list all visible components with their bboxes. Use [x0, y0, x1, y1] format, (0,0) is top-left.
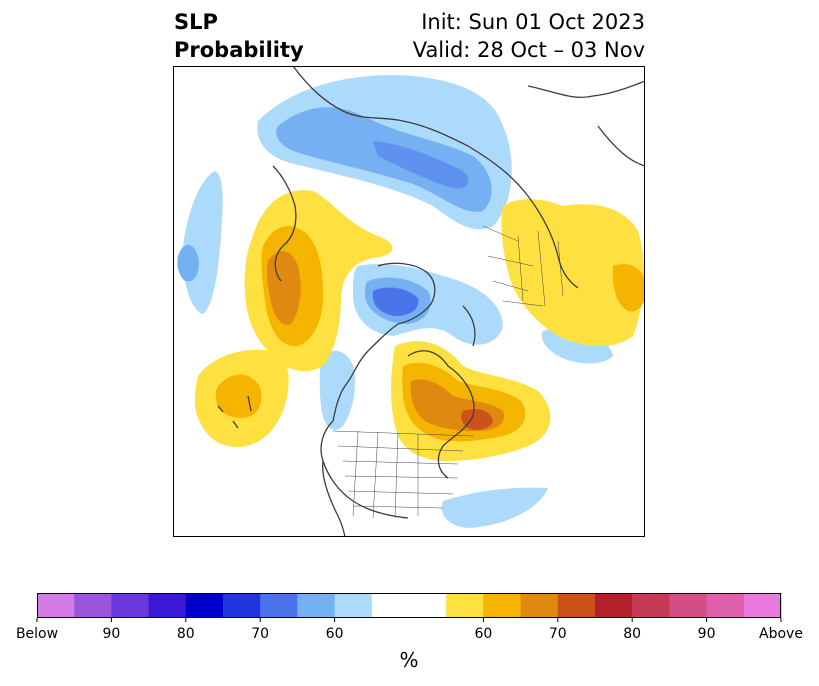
colorbar-segment: [409, 593, 447, 618]
colorbar-segment: [483, 593, 522, 618]
colorbar-segment: [446, 593, 484, 618]
colorbar-segment: [520, 593, 559, 618]
title-line-1: SLP: [174, 10, 218, 34]
colorbar-border: [37, 593, 781, 618]
colorbar-segment: [632, 593, 670, 618]
colorbar-tick-label: 90: [102, 626, 121, 642]
chart-title: SLP Probability: [174, 8, 304, 64]
colorbar-tick-label: 70: [548, 626, 567, 642]
colorbar-tick-label: 70: [251, 626, 270, 642]
colorbar-segment: [260, 593, 298, 618]
colorbar-segment: [111, 593, 150, 618]
colorbar-tick-label: 90: [697, 626, 716, 642]
colorbar-segment: [74, 593, 112, 618]
colorbar-tick-label: 60: [474, 626, 493, 642]
colorbar-segment: [706, 593, 745, 618]
coastlines-and-borders: [217, 66, 645, 537]
colorbar-segment: [148, 593, 187, 618]
probability-map: [173, 66, 645, 537]
state-borders: [332, 225, 564, 519]
colorbar-segment: [371, 593, 410, 618]
title-line-2: Probability: [174, 38, 304, 62]
init-date: Init: Sun 01 Oct 2023: [421, 10, 645, 34]
colorbar-segment: [595, 593, 633, 618]
colorbar-segment: [185, 593, 224, 618]
colorbar-segment: [223, 593, 261, 618]
colorbar-tick-label: 60: [325, 626, 344, 642]
colorbar-segment: [743, 593, 782, 618]
colorbar-segment: [334, 593, 373, 618]
colorbar-segment: [669, 593, 708, 618]
colorbar-tick-label: 80: [176, 626, 195, 642]
colorbar-tick-label: 80: [623, 626, 642, 642]
colorbar-segment: [297, 593, 336, 618]
colorbar-label: %: [399, 648, 419, 672]
forecast-dates: Init: Sun 01 Oct 2023 Valid: 28 Oct – 03…: [413, 8, 645, 64]
colorbar-segment: [37, 593, 75, 618]
below-normal-shading: [177, 75, 613, 528]
colorbar-segment: [557, 593, 596, 618]
colorbar-tick-label: Above: [759, 626, 803, 642]
colorbar: [36, 593, 782, 622]
valid-range: Valid: 28 Oct – 03 Nov: [412, 38, 645, 62]
colorbar-tick-label: Below: [15, 626, 59, 642]
